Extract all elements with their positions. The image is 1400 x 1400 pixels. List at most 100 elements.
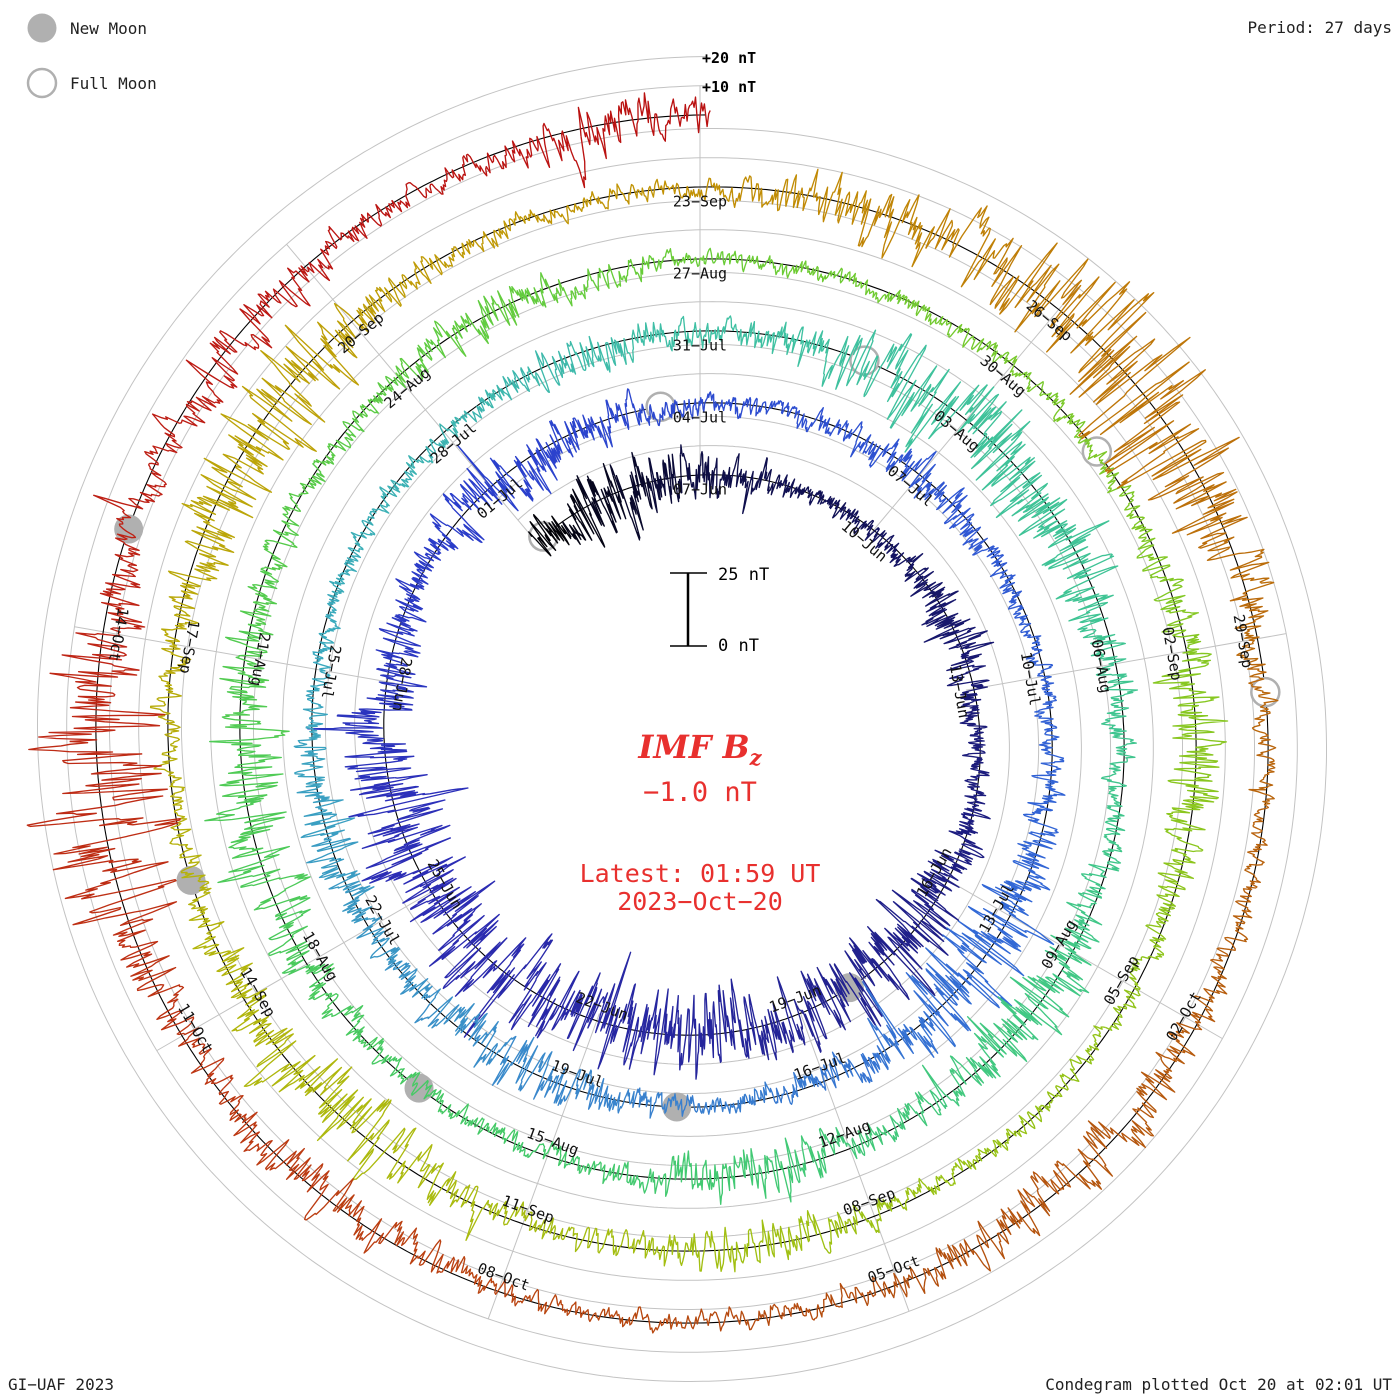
bz-trace-segment xyxy=(457,444,535,512)
bz-trace-segment xyxy=(966,1016,1028,1079)
bz-trace-segment xyxy=(593,1306,668,1334)
bz-trace-segment xyxy=(839,506,874,535)
bz-trace-segment xyxy=(1034,690,1058,735)
bz-trace-segment xyxy=(1130,913,1169,972)
bz-trace-segment xyxy=(729,174,800,212)
bz-trace-segment xyxy=(678,1094,727,1117)
bz-trace-segment xyxy=(167,540,229,610)
bz-trace-segment xyxy=(282,460,326,515)
plot-title: IMF Bz xyxy=(637,728,762,770)
bz-trace-segment xyxy=(130,955,195,1031)
bz-trace-segment xyxy=(932,839,985,874)
bz-trace-segment xyxy=(739,1302,816,1331)
bz-trace-segment xyxy=(528,514,572,557)
bz-trace-segment xyxy=(93,445,171,515)
bz-trace-segment xyxy=(281,959,339,1015)
bz-trace-segment xyxy=(455,1256,522,1307)
bz-trace-segment xyxy=(526,431,563,495)
bz-trace-segment xyxy=(1004,355,1059,401)
bz-trace-segment xyxy=(491,1035,553,1092)
bz-trace-segment xyxy=(318,594,341,644)
bz-trace-segment xyxy=(1142,553,1186,614)
bz-trace-segment xyxy=(437,152,507,195)
bz-trace-segment xyxy=(607,252,667,288)
date-label: 29−Sep xyxy=(1230,613,1257,669)
bz-trace-segment xyxy=(241,350,326,452)
bz-trace-segment xyxy=(901,365,988,453)
scale-bar-bottom-label: 0 nT xyxy=(718,636,759,656)
grid-spokes xyxy=(74,86,1287,1319)
bz-trace-segment xyxy=(902,294,952,338)
bz-trace-segment xyxy=(569,335,627,373)
bz-trace-segment xyxy=(204,794,287,859)
bz-trace-segment xyxy=(1161,609,1212,675)
bz-trace-segment xyxy=(391,578,427,623)
bz-trace-segment xyxy=(1064,889,1103,950)
bz-trace-segment xyxy=(482,1199,547,1233)
latest-time-label: Latest: 01:59 UT xyxy=(580,859,821,888)
bz-trace-segment xyxy=(729,1148,792,1203)
bz-trace-segment xyxy=(262,513,300,571)
bz-trace-segment xyxy=(981,860,1051,912)
bz-trace-segment xyxy=(1025,647,1055,692)
bz-trace-segment xyxy=(889,1091,942,1143)
bz-trace-segment xyxy=(1100,733,1137,788)
bz-trace-segment xyxy=(591,178,663,210)
bz-trace-segment xyxy=(1193,942,1236,1012)
bz-trace-segment xyxy=(181,871,225,935)
bz-trace-segment xyxy=(1011,482,1077,540)
grid-spoke-80 xyxy=(965,633,1287,691)
bz-trace-segment xyxy=(329,547,362,597)
bz-trace-segment xyxy=(925,205,1008,288)
bz-trace-segment xyxy=(717,396,761,420)
plus20-grid-label: +20 nT xyxy=(702,49,756,67)
latest-date-label: 2023−Oct−20 xyxy=(617,887,783,916)
bz-trace-segment xyxy=(243,1040,353,1097)
bz-trace-segment xyxy=(427,507,485,551)
bz-trace-segment xyxy=(596,388,637,449)
bz-trace-segment xyxy=(405,427,450,476)
full-moon-icon xyxy=(26,67,58,99)
bz-trace-segment xyxy=(153,739,186,807)
date-label: 10−Jul xyxy=(1017,650,1044,706)
bz-trace-segment xyxy=(219,623,274,684)
credit-label: GI−UAF 2023 xyxy=(8,1375,114,1394)
new-moon-marker xyxy=(834,973,864,1003)
bz-trace-segment xyxy=(632,1087,681,1119)
bz-trace-segment xyxy=(161,605,199,674)
bz-trace-segment xyxy=(366,182,439,227)
bz-trace-segment xyxy=(964,769,990,807)
bz-trace-segment xyxy=(679,444,716,500)
bz-trace-segment xyxy=(769,1071,816,1105)
bz-trace-segment xyxy=(942,487,982,541)
bz-trace-segment xyxy=(607,1228,673,1267)
bz-trace-segment xyxy=(379,470,417,514)
bz-trace-segment xyxy=(956,384,1031,470)
date-label: 13−Jul xyxy=(975,880,1018,936)
date-label: 27−Aug xyxy=(673,265,727,283)
bz-trace-segment xyxy=(989,237,1089,333)
period-label: Period: 27 days xyxy=(1248,18,1393,37)
date-label: 16−Jul xyxy=(791,1049,848,1084)
bz-trace-segment xyxy=(306,213,369,282)
bz-trace-segment xyxy=(635,399,678,427)
bz-trace-segment xyxy=(586,1078,635,1114)
bz-trace-segment xyxy=(350,508,385,553)
bz-trace-segment xyxy=(305,1178,398,1254)
bz-trace-segment xyxy=(310,641,334,692)
bz-trace-segment xyxy=(722,315,775,349)
date-label: 05−Sep xyxy=(1100,952,1143,1008)
date-label: 22−Jun xyxy=(573,989,630,1024)
bz-trace-segment xyxy=(328,878,376,924)
bz-trace-segment xyxy=(717,978,764,1059)
bz-trace-segment xyxy=(856,1187,919,1234)
bz-trace-segment xyxy=(321,1005,384,1051)
scale-bar: 25 nT 0 nT xyxy=(670,565,769,656)
bz-trace-segment xyxy=(434,295,499,357)
bz-trace-segment xyxy=(1130,1069,1176,1149)
plot-title-sub: z xyxy=(749,745,763,770)
bz-trace-segment xyxy=(1087,448,1135,497)
date-label: 04−Jul xyxy=(673,409,727,427)
bz-trace-segment xyxy=(371,1037,421,1087)
bz-trace-segment xyxy=(814,1276,887,1319)
